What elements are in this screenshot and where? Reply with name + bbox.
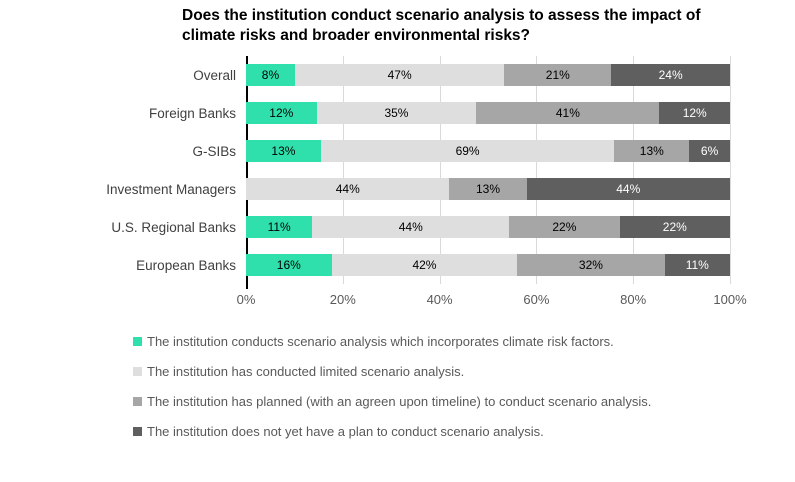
bar-value-label: 16% [276,258,301,272]
bar-segment: 41% [476,102,660,124]
x-tick-label: 80% [620,292,647,307]
bar-overall: 8% 47% 21% 24% [246,64,730,86]
x-tick-label: 0% [236,292,256,307]
bar-value-label: 41% [555,106,580,120]
gridline [730,56,731,284]
bar-segment: 13% [449,178,527,200]
gridline [633,56,635,284]
legend-item: The institution conducts scenario analys… [133,326,651,356]
bar-value-label: 13% [475,182,500,196]
bar-value-label: 13% [639,144,664,158]
chart-row: European Banks 16% 42% 32% 11% [0,246,795,284]
bar-rows: Overall 8% 47% 21% 24% Foreign Banks 12% 35% 41%… [0,56,795,284]
legend-marker [133,336,142,346]
bar-segment: 69% [320,140,615,162]
bar-segment: 44% [312,216,510,238]
gridline [439,56,441,284]
bar-foreign-banks: 12% 35% 41% 12% [246,102,730,124]
bar-segment: 35% [316,102,477,124]
legend-label: The institution has conducted limited sc… [147,363,465,379]
x-tick-label: 100% [713,292,747,307]
legend-marker [133,366,142,376]
bar-value-label: 13% [271,144,296,158]
bar-segment: 13% [246,140,321,162]
bar-value-label: 24% [658,68,683,82]
bar-segment: 32% [517,254,665,276]
gridline [536,56,538,284]
legend-item: The institution has conducted limited sc… [133,356,651,386]
bar-value-label: 44% [335,182,360,196]
chart-title: Does the institution conduct scenario an… [182,7,701,45]
legend-label: The institution does not yet have a plan… [147,423,544,439]
legend: The institution conducts scenario analys… [133,326,651,446]
bar-g-sibs: 13% 69% 13% 6% [246,140,730,162]
bar-value-label: 8% [261,68,280,82]
bar-segment: 21% [504,64,612,86]
gridline [342,56,344,284]
category-label: Overall [193,67,236,83]
x-axis: 0% 20% 40% 60% 80% 100% [237,292,747,310]
bar-segment: 6% [689,140,730,162]
bar-segment: 11% [664,254,731,276]
bar-value-label: 44% [616,182,641,196]
bar-segment: 22% [619,216,730,238]
bar-value-label: 47% [387,68,412,82]
category-label: European Banks [136,257,236,273]
bar-value-label: 42% [412,258,437,272]
bar-value-label: 21% [545,68,570,82]
bar-segment: 24% [611,64,730,86]
bar-u-s-regional-banks: 11% 44% 22% 22% [246,216,730,238]
bar-value-label: 11% [267,220,291,234]
bar-segment: 44% [246,178,450,200]
category-label: G-SIBs [192,143,236,159]
legend-item: The institution has planned (with an agr… [133,386,651,416]
legend-marker [133,396,142,406]
bar-value-label: 22% [552,220,577,234]
category-label: Investment Managers [106,181,236,197]
bar-european-banks: 16% 42% 32% 11% [246,254,731,276]
plot-area: Overall 8% 47% 21% 24% Foreign Banks 12% 35% 41%… [0,56,795,316]
bar-value-label: 69% [455,144,480,158]
legend-item: The institution does not yet have a plan… [133,416,651,446]
chart-row: Foreign Banks 12% 35% 41% 12% [0,94,795,132]
legend-label: The institution conducts scenario analys… [147,333,614,349]
chart-row: Overall 8% 47% 21% 24% [0,56,795,94]
category-label: U.S. Regional Banks [111,219,236,235]
x-tick-label: 40% [426,292,453,307]
bar-segment: 12% [659,102,730,124]
bar-segment: 12% [246,102,317,124]
bar-segment: 13% [614,140,690,162]
bar-value-label: 6% [700,144,719,158]
bar-value-label: 12% [269,106,294,120]
bar-investment-managers: 44% 13% 44% [246,178,730,200]
bar-value-label: 44% [398,220,423,234]
legend-marker [133,426,142,436]
chart-row: U.S. Regional Banks 11% 44% 22% 22% [0,208,795,246]
bar-segment: 11% [246,216,313,238]
bar-segment: 16% [246,254,332,276]
gridlines [246,56,731,289]
bar-value-label: 35% [384,106,409,120]
bar-value-label: 32% [578,258,603,272]
bar-segment: 47% [294,64,505,86]
chart-row: G-SIBs 13% 69% 13% 6% [0,132,795,170]
category-label: Foreign Banks [148,105,236,121]
chart-row: Investment Managers 44% 13% 44% [0,170,795,208]
bar-segment: 44% [526,178,730,200]
x-tick-label: 60% [523,292,550,307]
bar-segment: 8% [246,64,295,86]
bar-segment: 42% [331,254,518,276]
legend-label: The institution has planned (with an agr… [147,393,652,409]
bar-segment: 22% [509,216,620,238]
y-axis-line [246,56,248,289]
bar-value-label: 11% [685,258,709,272]
bar-value-label: 12% [682,106,707,120]
x-tick-label: 20% [329,292,356,307]
bar-value-label: 22% [662,220,687,234]
